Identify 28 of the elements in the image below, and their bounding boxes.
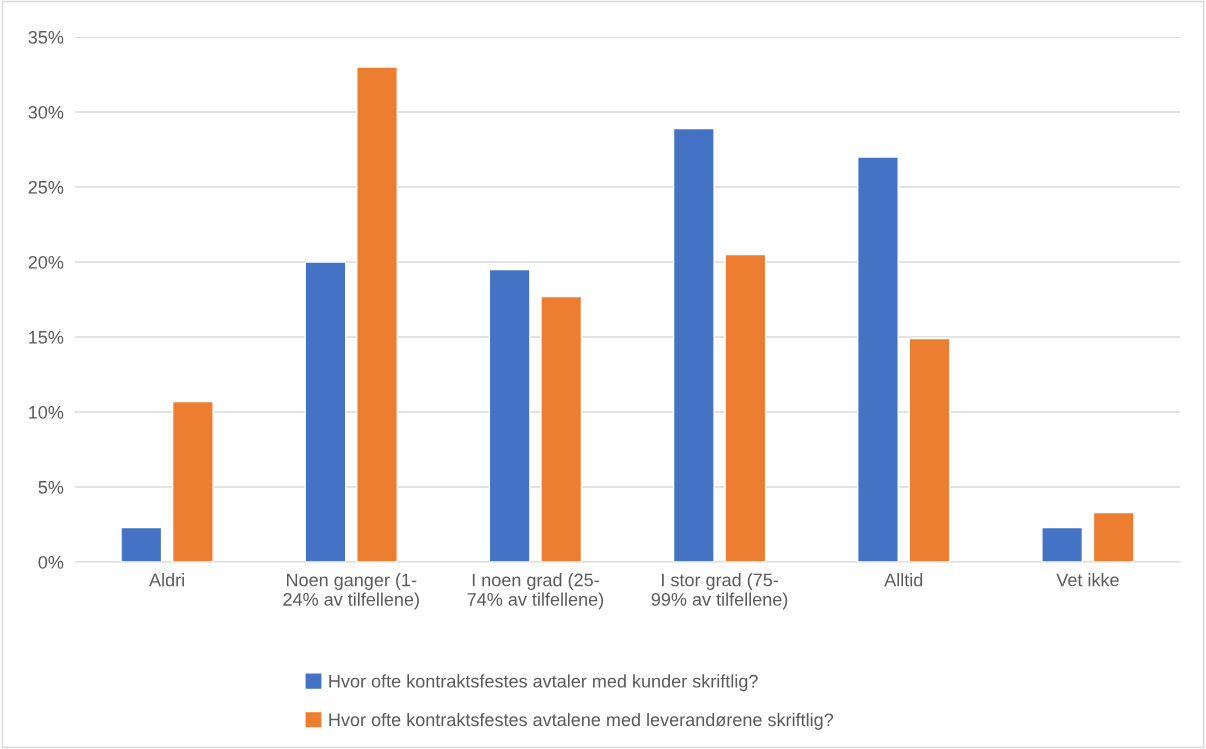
bar (672, 127, 715, 562)
bar (1041, 526, 1084, 562)
y-tick-label: 0% (38, 555, 64, 569)
y-tick-label: 35% (28, 30, 64, 44)
y-tick-label: 25% (28, 180, 64, 194)
bar (488, 268, 531, 562)
y-tick-label: 20% (28, 255, 64, 269)
x-tick-label: I noen grad (25- 74% av tilfellene) (467, 573, 604, 610)
x-tick-label: Noen ganger (1- 24% av tilfellene) (283, 573, 419, 610)
bar (857, 156, 899, 562)
y-tick-label: 30% (28, 105, 64, 119)
legend-label: Hvor ofte kontraktsfestes avtalene med leverandørene skriftlig? (329, 712, 834, 730)
bar (171, 400, 214, 562)
bar (724, 253, 767, 562)
x-tick-label: Aldri (149, 573, 184, 587)
bar (908, 337, 951, 562)
y-tick-label: 10% (29, 405, 64, 419)
bar (540, 295, 583, 562)
bar (1092, 511, 1135, 562)
x-tick-label: Vet ikke (1056, 573, 1119, 587)
x-tick-label: I stor grad (75- 99% av tilfellene) (651, 573, 788, 610)
bar (120, 526, 163, 562)
y-tick-label: 5% (38, 481, 64, 494)
x-tick-label: Alltid (884, 573, 923, 587)
y-tick-label: 15% (29, 331, 64, 344)
bar (356, 66, 398, 562)
bar (304, 261, 347, 562)
legend-label: Hvor ofte kontraktsfestes avtaler med kunder skriftlig? (329, 674, 758, 692)
